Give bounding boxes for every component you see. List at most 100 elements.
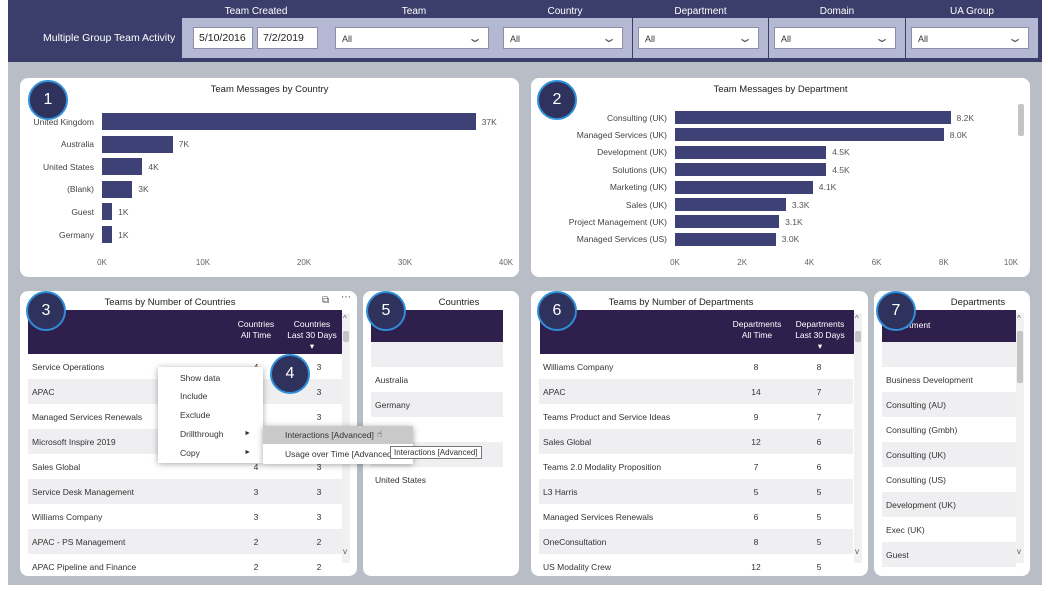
table-row[interactable]: Williams Company 8 8	[539, 354, 853, 379]
row-name: L3 Harris	[543, 487, 578, 497]
table-row[interactable]: OneConsultation 8 5	[539, 529, 853, 554]
list-item[interactable]: Guest	[882, 542, 1016, 567]
list-item[interactable]: Consulting (UK)	[882, 442, 1016, 467]
col-departments-last-30-days[interactable]: Departments Last 30 Days ▾	[795, 319, 845, 351]
scroll-up-icon[interactable]: ^	[855, 314, 859, 323]
col-departments-all-time[interactable]: Departments All Time	[732, 319, 782, 340]
bar[interactable]	[675, 145, 827, 159]
category-label: United Kingdom	[33, 116, 94, 127]
scroll-down-icon[interactable]: v	[855, 547, 859, 556]
category-label: Development (UK)	[597, 147, 667, 158]
category-label: Guest	[71, 206, 94, 217]
list-item[interactable]: Consulting (US)	[882, 467, 1016, 492]
table-row[interactable]: APAC 14 7	[539, 379, 853, 404]
bar[interactable]	[675, 163, 827, 177]
bar[interactable]	[102, 113, 476, 130]
row-name: Williams Company	[32, 512, 103, 522]
bar[interactable]	[102, 203, 113, 221]
submenu-usage-over-time-advanced[interactable]: Usage over Time [Advanced]	[285, 449, 395, 459]
menu-item-copy[interactable]: Copy	[180, 448, 200, 458]
table-row[interactable]: L3 Harris 5 5	[539, 479, 853, 504]
menu-item-include[interactable]: Include	[180, 391, 208, 401]
row-all-time: 3	[253, 512, 259, 522]
submenu-interactions-advanced[interactable]: Interactions [Advanced]	[285, 430, 374, 440]
list-item-label: Guest	[886, 550, 909, 560]
bar[interactable]	[102, 158, 143, 176]
list-item[interactable]: Development (UK)	[882, 492, 1016, 517]
domain-dropdown[interactable]: All ⌄	[774, 27, 896, 49]
list-item[interactable]	[371, 342, 503, 367]
row-all-time: 8	[753, 537, 759, 547]
list-item[interactable]: Germany	[371, 392, 503, 417]
row-name: US Modality Crew	[543, 562, 612, 572]
bar[interactable]	[102, 135, 173, 153]
scroll-down-icon[interactable]: v	[343, 547, 347, 556]
scrollbar-thumb[interactable]	[343, 331, 349, 342]
bar[interactable]	[102, 180, 133, 198]
list-item[interactable]: Consulting (Gmbh)	[882, 417, 1016, 442]
list-item-label: Consulting (US)	[886, 475, 946, 485]
messages-by-country-chart[interactable]: Team Messages by Country United Kingdom 3…	[20, 78, 519, 277]
cursor-icon: ☝	[377, 429, 383, 439]
category-label: United States	[42, 161, 94, 172]
bar[interactable]	[675, 128, 944, 142]
table-title: Teams by Number of Departments	[608, 297, 754, 308]
list-item[interactable]: Business Development	[882, 367, 1016, 392]
end-date-input[interactable]: 7/2/2019	[257, 27, 318, 49]
row-name: APAC Pipeline and Finance	[32, 562, 137, 572]
list-item[interactable]	[882, 342, 1016, 367]
x-tick-label: 0K	[97, 258, 107, 267]
menu-item-show-data[interactable]: Show data	[180, 373, 221, 383]
scrollbar-thumb[interactable]	[1017, 331, 1023, 383]
table-row[interactable]: Managed Services Renewals 6 5	[539, 504, 853, 529]
table-row[interactable]: Sales Global 4 3	[28, 454, 342, 479]
scroll-up-icon[interactable]: ^	[1017, 314, 1021, 323]
messages-by-department-chart[interactable]: Team Messages by Department Consulting (…	[531, 78, 1030, 277]
bar[interactable]	[102, 226, 113, 243]
bar[interactable]	[675, 180, 813, 194]
country-dropdown[interactable]: All ⌄	[503, 27, 623, 49]
row-all-time: 6	[753, 512, 759, 522]
scroll-down-icon[interactable]: v	[1017, 547, 1021, 556]
menu-item-exclude[interactable]: Exclude	[180, 410, 211, 420]
focus-mode-icon[interactable]: ⧉	[322, 295, 330, 306]
table-scrollbar[interactable]	[854, 313, 862, 563]
table-row[interactable]: APAC Pipeline and Finance 2 2	[28, 554, 342, 576]
col-countries-last-30-days[interactable]: Countries Last 30 Days ▾	[287, 319, 337, 351]
bar[interactable]	[675, 215, 780, 229]
row-last-30-days: 7	[816, 387, 822, 397]
department-dropdown[interactable]: All ⌄	[638, 27, 759, 49]
row-all-time: 12	[751, 562, 761, 572]
table-row[interactable]: APAC - PS Management 2 2	[28, 529, 342, 554]
table-row[interactable]: Sales Global 12 6	[539, 429, 853, 454]
bar[interactable]	[675, 198, 786, 211]
table-scrollbar[interactable]	[1016, 313, 1024, 563]
table-row[interactable]: Teams Product and Service Ideas 9 7	[539, 404, 853, 429]
col-countries-all-time[interactable]: Countries All Time	[237, 319, 275, 340]
bar[interactable]	[675, 111, 951, 124]
x-tick-label: 30K	[397, 258, 413, 267]
list-item[interactable]: United States	[371, 467, 503, 492]
category-label: Australia	[60, 139, 94, 150]
chart-title: Team Messages by Department	[713, 84, 848, 95]
scrollbar-thumb[interactable]	[855, 331, 861, 342]
table-row[interactable]: Williams Company 3 3	[28, 504, 342, 529]
team-dropdown[interactable]: All ⌄	[335, 27, 489, 49]
row-last-30-days: 6	[816, 462, 822, 472]
row-last-30-days: 5	[816, 487, 822, 497]
list-item[interactable]: Exec (UK)	[882, 517, 1016, 542]
table-row[interactable]: Teams 2.0 Modality Proposition 7 6	[539, 454, 853, 479]
list-item-label: Consulting (AU)	[886, 400, 946, 410]
table-row[interactable]: Service Desk Management 3 3	[28, 479, 342, 504]
list-item[interactable]: Consulting (AU)	[882, 392, 1016, 417]
more-options-icon[interactable]: ⋯	[341, 292, 351, 303]
bar[interactable]	[675, 232, 776, 246]
chart-scrollbar[interactable]	[1018, 104, 1024, 136]
list-item[interactable]: Australia	[371, 367, 503, 392]
scroll-up-icon[interactable]: ^	[343, 314, 347, 323]
row-last-30-days: 3	[316, 512, 322, 522]
menu-item-drillthrough[interactable]: Drillthrough	[180, 429, 224, 439]
ua-group-dropdown[interactable]: All ⌄	[911, 27, 1029, 49]
table-row[interactable]: US Modality Crew 12 5	[539, 554, 853, 576]
start-date-input[interactable]: 5/10/2016	[193, 27, 253, 49]
